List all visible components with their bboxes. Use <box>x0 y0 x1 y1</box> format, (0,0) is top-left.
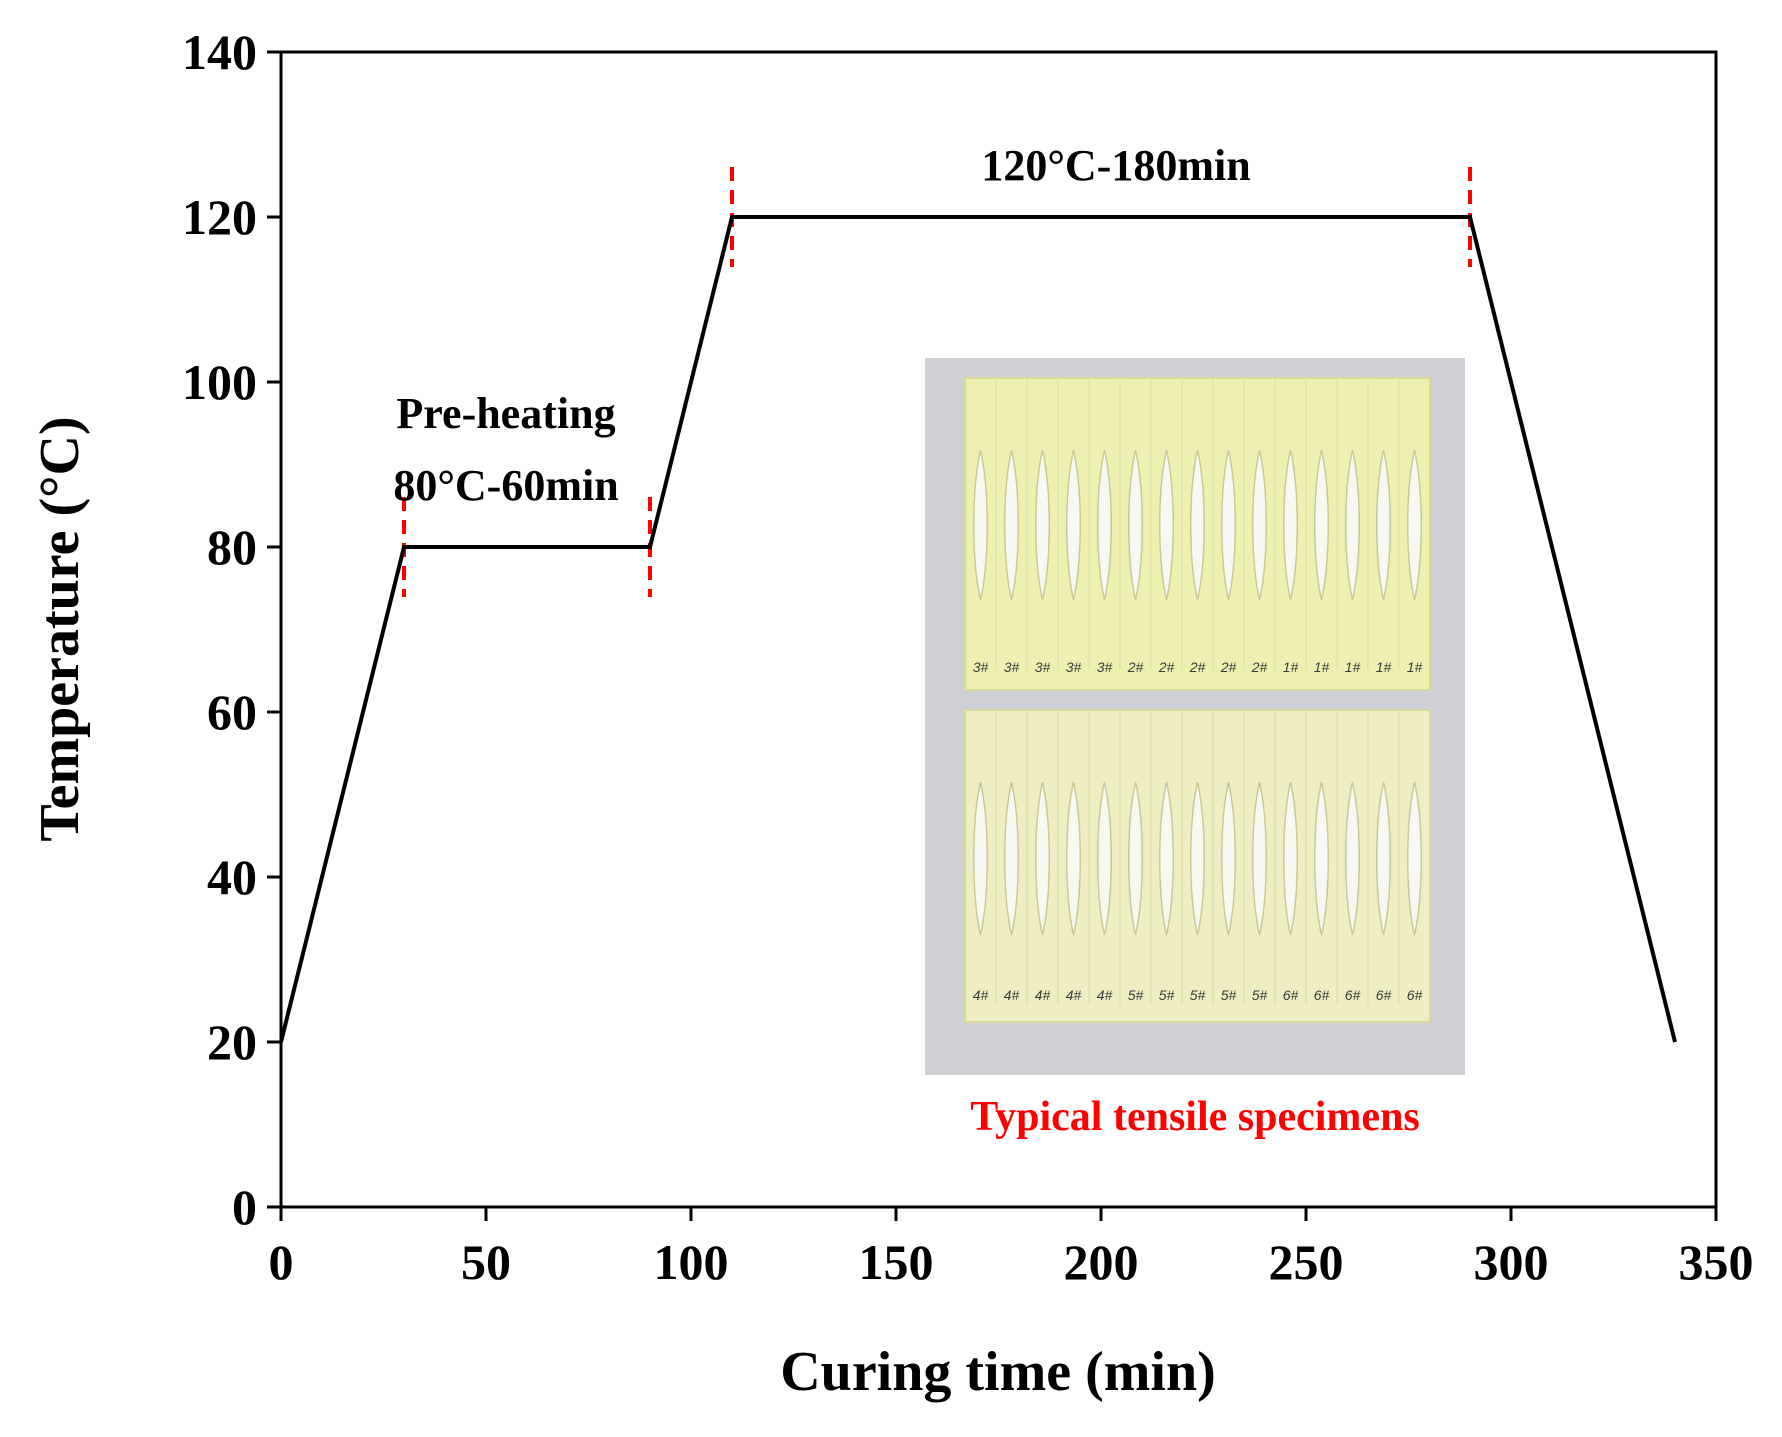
y-tick-label: 60 <box>207 684 257 740</box>
specimen-slot <box>1345 449 1360 601</box>
specimen-label: 4# <box>1097 987 1113 1003</box>
specimen-label: 3# <box>1004 659 1020 675</box>
specimen-label: 2# <box>1127 659 1144 675</box>
specimen-slot <box>1035 781 1050 936</box>
specimen-slots-bottom <box>973 712 1431 1005</box>
specimen-label: 5# <box>1159 987 1175 1003</box>
x-tick-label: 200 <box>1064 1234 1139 1290</box>
specimen-label: 6# <box>1407 987 1423 1003</box>
plot-frame <box>279 50 1718 1209</box>
specimen-slot <box>1376 781 1391 936</box>
specimen-labels-top: 3# 3# 3# 3# 3# 2# 2# 2# 2# 2# 1# 1# 1# 1# 1# <box>973 659 1423 675</box>
specimen-slot <box>1190 781 1205 936</box>
specimen-label: 2# <box>1220 659 1237 675</box>
specimen-slot <box>1035 449 1050 601</box>
specimen-slot <box>1283 449 1298 601</box>
specimen-slot <box>1314 781 1329 936</box>
specimen-slot <box>973 781 988 936</box>
specimen-slot <box>1376 449 1391 601</box>
specimen-slot <box>1283 781 1298 936</box>
specimen-labels-bottom: 4# 4# 4# 4# 4# 5# 5# 5# 5# 5# 6# 6# 6# 6# 6# <box>973 987 1423 1003</box>
specimen-label: 6# <box>1376 987 1392 1003</box>
specimen-slot <box>1004 781 1019 936</box>
x-tick-label: 350 <box>1679 1234 1754 1290</box>
specimen-label: 2# <box>1251 659 1268 675</box>
inset-caption: Typical tensile specimens <box>970 1094 1420 1140</box>
x-tick-label: 0 <box>269 1234 294 1290</box>
specimen-label: 4# <box>1035 987 1051 1003</box>
specimen-label: 4# <box>1004 987 1020 1003</box>
specimen-label: 4# <box>1066 987 1082 1003</box>
y-tick-label: 20 <box>207 1014 257 1070</box>
y-tick-label: 0 <box>232 1179 257 1235</box>
x-axis-title: Curing time (min) <box>780 1341 1216 1403</box>
specimen-slot <box>1128 781 1143 936</box>
specimen-label: 1# <box>1376 659 1392 675</box>
specimen-label: 1# <box>1345 659 1361 675</box>
specimen-slot <box>1252 781 1267 936</box>
y-tick-label: 80 <box>207 519 257 575</box>
specimen-label: 6# <box>1314 987 1330 1003</box>
specimen-label: 1# <box>1407 659 1423 675</box>
specimen-label: 3# <box>1097 659 1113 675</box>
y-tick-label: 40 <box>207 849 257 905</box>
y-tick-label: 140 <box>182 24 257 80</box>
specimen-label: 6# <box>1345 987 1361 1003</box>
x-tick-label: 150 <box>859 1234 934 1290</box>
specimen-label: 1# <box>1283 659 1299 675</box>
specimen-label: 2# <box>1189 659 1206 675</box>
specimen-slot <box>1004 449 1019 601</box>
specimen-label: 5# <box>1128 987 1144 1003</box>
x-tick-label: 250 <box>1269 1234 1344 1290</box>
y-axis-title: Temperature (°C) <box>29 416 91 841</box>
specimen-label: 3# <box>1035 659 1051 675</box>
specimen-label: 4# <box>973 987 989 1003</box>
annotation-hold: 120°C-180min <box>981 141 1250 190</box>
specimen-slot <box>1097 449 1112 601</box>
specimen-slot <box>1128 449 1143 601</box>
temperature-series-line <box>279 215 1677 1043</box>
specimen-label: 5# <box>1252 987 1268 1003</box>
specimen-slot <box>1159 449 1174 601</box>
specimen-slot <box>1097 781 1112 936</box>
specimen-photo-inset: 3# 3# 3# 3# 3# 2# 2# 2# 2# 2# 1# 1# 1# 1# 1# 4# 4# 4# 4# 4… <box>925 358 1465 1075</box>
specimen-slot <box>1190 449 1205 601</box>
specimen-label: 2# <box>1158 659 1175 675</box>
specimen-slot <box>1252 449 1267 601</box>
specimen-label: 3# <box>1066 659 1082 675</box>
specimen-label: 6# <box>1283 987 1299 1003</box>
specimen-label: 1# <box>1314 659 1330 675</box>
annotation-preheat-line2: 80°C-60min <box>393 461 618 510</box>
specimen-slots-top <box>973 380 1431 670</box>
specimen-label: 5# <box>1190 987 1206 1003</box>
x-tick-label: 300 <box>1474 1234 1549 1290</box>
specimen-label: 3# <box>973 659 989 675</box>
specimen-slot <box>1066 781 1081 936</box>
specimen-slot <box>1066 449 1081 601</box>
specimen-label: 5# <box>1221 987 1237 1003</box>
specimen-slot <box>973 449 988 601</box>
y-tick-label: 120 <box>182 189 257 245</box>
annotation-preheat-line1: Pre-heating <box>396 389 615 438</box>
specimen-slot <box>1159 781 1174 936</box>
y-tick-label: 100 <box>182 354 257 410</box>
specimen-slot <box>1407 449 1422 601</box>
specimen-slot <box>1314 449 1329 601</box>
specimen-slot <box>1221 781 1236 936</box>
specimen-slot <box>1345 781 1360 936</box>
x-tick-label: 100 <box>654 1234 729 1290</box>
specimen-slot <box>1221 449 1236 601</box>
specimen-slot <box>1407 781 1422 936</box>
x-tick-label: 50 <box>461 1234 511 1290</box>
y-axis: 0 20 40 60 80 100 120 140 <box>182 24 281 1235</box>
x-axis: 0 50 100 150 200 250 300 350 <box>269 1207 1754 1290</box>
